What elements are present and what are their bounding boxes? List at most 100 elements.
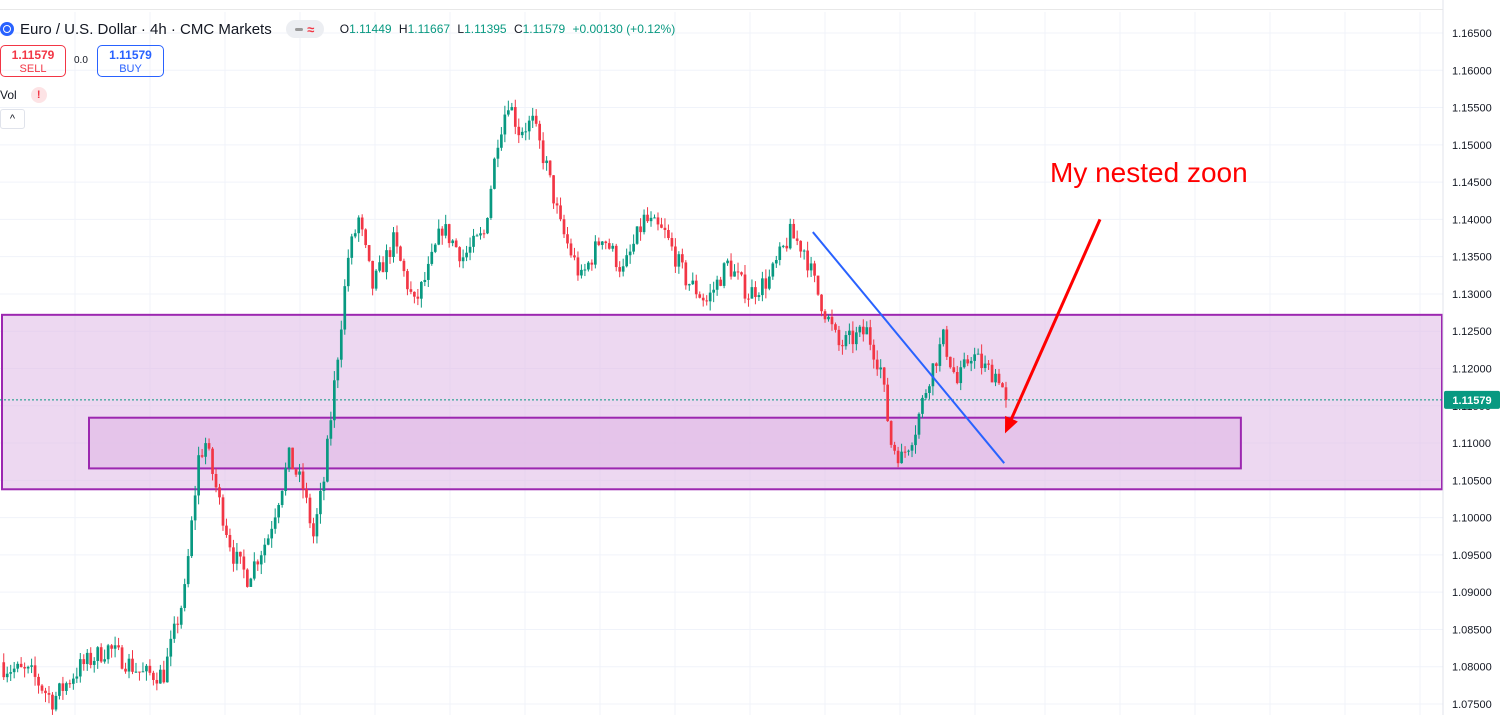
candle-body: [701, 297, 705, 301]
candle-body: [385, 250, 388, 273]
candle-body: [30, 665, 33, 667]
buy-button[interactable]: 1.11579 BUY: [97, 45, 164, 77]
candle-body: [124, 668, 127, 672]
price-tick-label: 1.16500: [1452, 28, 1492, 40]
symbol-title[interactable]: Euro / U.S. Dollar · 4h · CMC Markets: [20, 20, 272, 38]
candle-body: [868, 327, 872, 345]
sell-button[interactable]: 1.11579 SELL: [0, 45, 66, 77]
trendline: [812, 231, 1006, 464]
price-tick-label: 1.14500: [1452, 177, 1492, 189]
candle-body: [162, 669, 166, 683]
buy-price: 1.11579: [109, 48, 152, 62]
candle-body: [374, 270, 378, 289]
candle-body: [855, 332, 858, 345]
candle-body: [882, 367, 886, 385]
candle-body: [475, 235, 479, 237]
candle-body: [12, 668, 16, 673]
candle-body: [416, 296, 420, 299]
price-axis-bg: [1443, 0, 1506, 715]
candle-body: [155, 679, 159, 684]
candle-body: [33, 665, 37, 677]
candle-body: [447, 224, 451, 244]
candle-body: [520, 131, 524, 136]
candle-body: [625, 255, 628, 267]
top-toolbar-strip: [0, 0, 1506, 10]
price-tick-label: 1.14000: [1452, 214, 1492, 226]
collapse-legend-button[interactable]: ^: [0, 109, 25, 129]
candle-body: [152, 672, 155, 680]
volume-indicator[interactable]: Vol !: [0, 87, 47, 103]
candle-body: [301, 471, 305, 490]
annotation-arrowhead: [1005, 415, 1018, 434]
nested-zone[interactable]: [88, 416, 1242, 470]
candle-body: [298, 471, 301, 475]
candle-body: [406, 271, 409, 290]
candle-body: [719, 279, 722, 286]
candle-body: [228, 534, 232, 548]
warning-icon[interactable]: !: [30, 87, 47, 103]
globe-icon: [0, 22, 14, 36]
candle-body: [580, 269, 583, 276]
candle-body: [771, 263, 775, 277]
candle-body: [538, 123, 541, 141]
price-tick-label: 1.16000: [1452, 65, 1492, 77]
candle-body: [120, 647, 124, 669]
candle-body: [802, 250, 806, 252]
price-tick-label: 1.09000: [1452, 587, 1492, 599]
market-status-badge[interactable]: ≈: [285, 20, 324, 38]
candle-body: [931, 363, 935, 387]
candle-body: [607, 243, 611, 249]
candle-body: [2, 662, 6, 678]
candle-body: [729, 260, 733, 277]
candle-body: [708, 292, 712, 302]
last-price-label: 1.11579: [1452, 395, 1491, 407]
candle-body: [472, 235, 475, 247]
candle-body: [145, 665, 148, 672]
candle-body: [54, 695, 58, 710]
candle-body: [186, 556, 190, 585]
candle-body: [722, 263, 726, 286]
candle-body: [82, 659, 86, 665]
price-tick-label: 1.11000: [1452, 438, 1491, 450]
candle-body: [402, 260, 406, 272]
price-tick-label: 1.15000: [1452, 140, 1492, 152]
candle-body: [232, 547, 235, 564]
candle-body: [646, 214, 649, 222]
candle-body: [113, 645, 117, 649]
candle-body: [604, 241, 608, 244]
candle-body: [813, 263, 816, 276]
candle-body: [343, 286, 347, 330]
candle-body: [92, 660, 96, 665]
price-tick-label: 1.08000: [1452, 662, 1492, 674]
candle-body: [221, 497, 225, 526]
candle-body: [531, 115, 535, 121]
candle-body: [576, 257, 580, 276]
candle-body: [305, 489, 308, 498]
candle-body: [68, 683, 72, 685]
candle-body: [966, 359, 970, 364]
candle-body: [371, 260, 374, 289]
candle-body: [566, 234, 569, 244]
candle-body: [677, 254, 681, 267]
candle-body: [392, 232, 395, 257]
candle-body: [834, 324, 837, 330]
candle-body: [935, 363, 938, 366]
candle-body: [962, 359, 966, 368]
candle-body: [5, 673, 9, 678]
candle-body: [983, 363, 987, 369]
candle-body: [681, 254, 684, 263]
candle-body: [193, 495, 197, 521]
candle-body: [259, 555, 263, 565]
candle-body: [527, 120, 531, 132]
candle-body: [594, 241, 597, 265]
candle-body: [597, 241, 601, 245]
candle-body: [65, 683, 68, 691]
candle-body: [656, 217, 660, 225]
candle-body: [329, 420, 333, 439]
candle-body: [256, 561, 260, 565]
candle-body: [51, 694, 54, 710]
candle-body: [61, 683, 65, 691]
candle-body: [562, 219, 566, 235]
candle-body: [900, 451, 903, 464]
